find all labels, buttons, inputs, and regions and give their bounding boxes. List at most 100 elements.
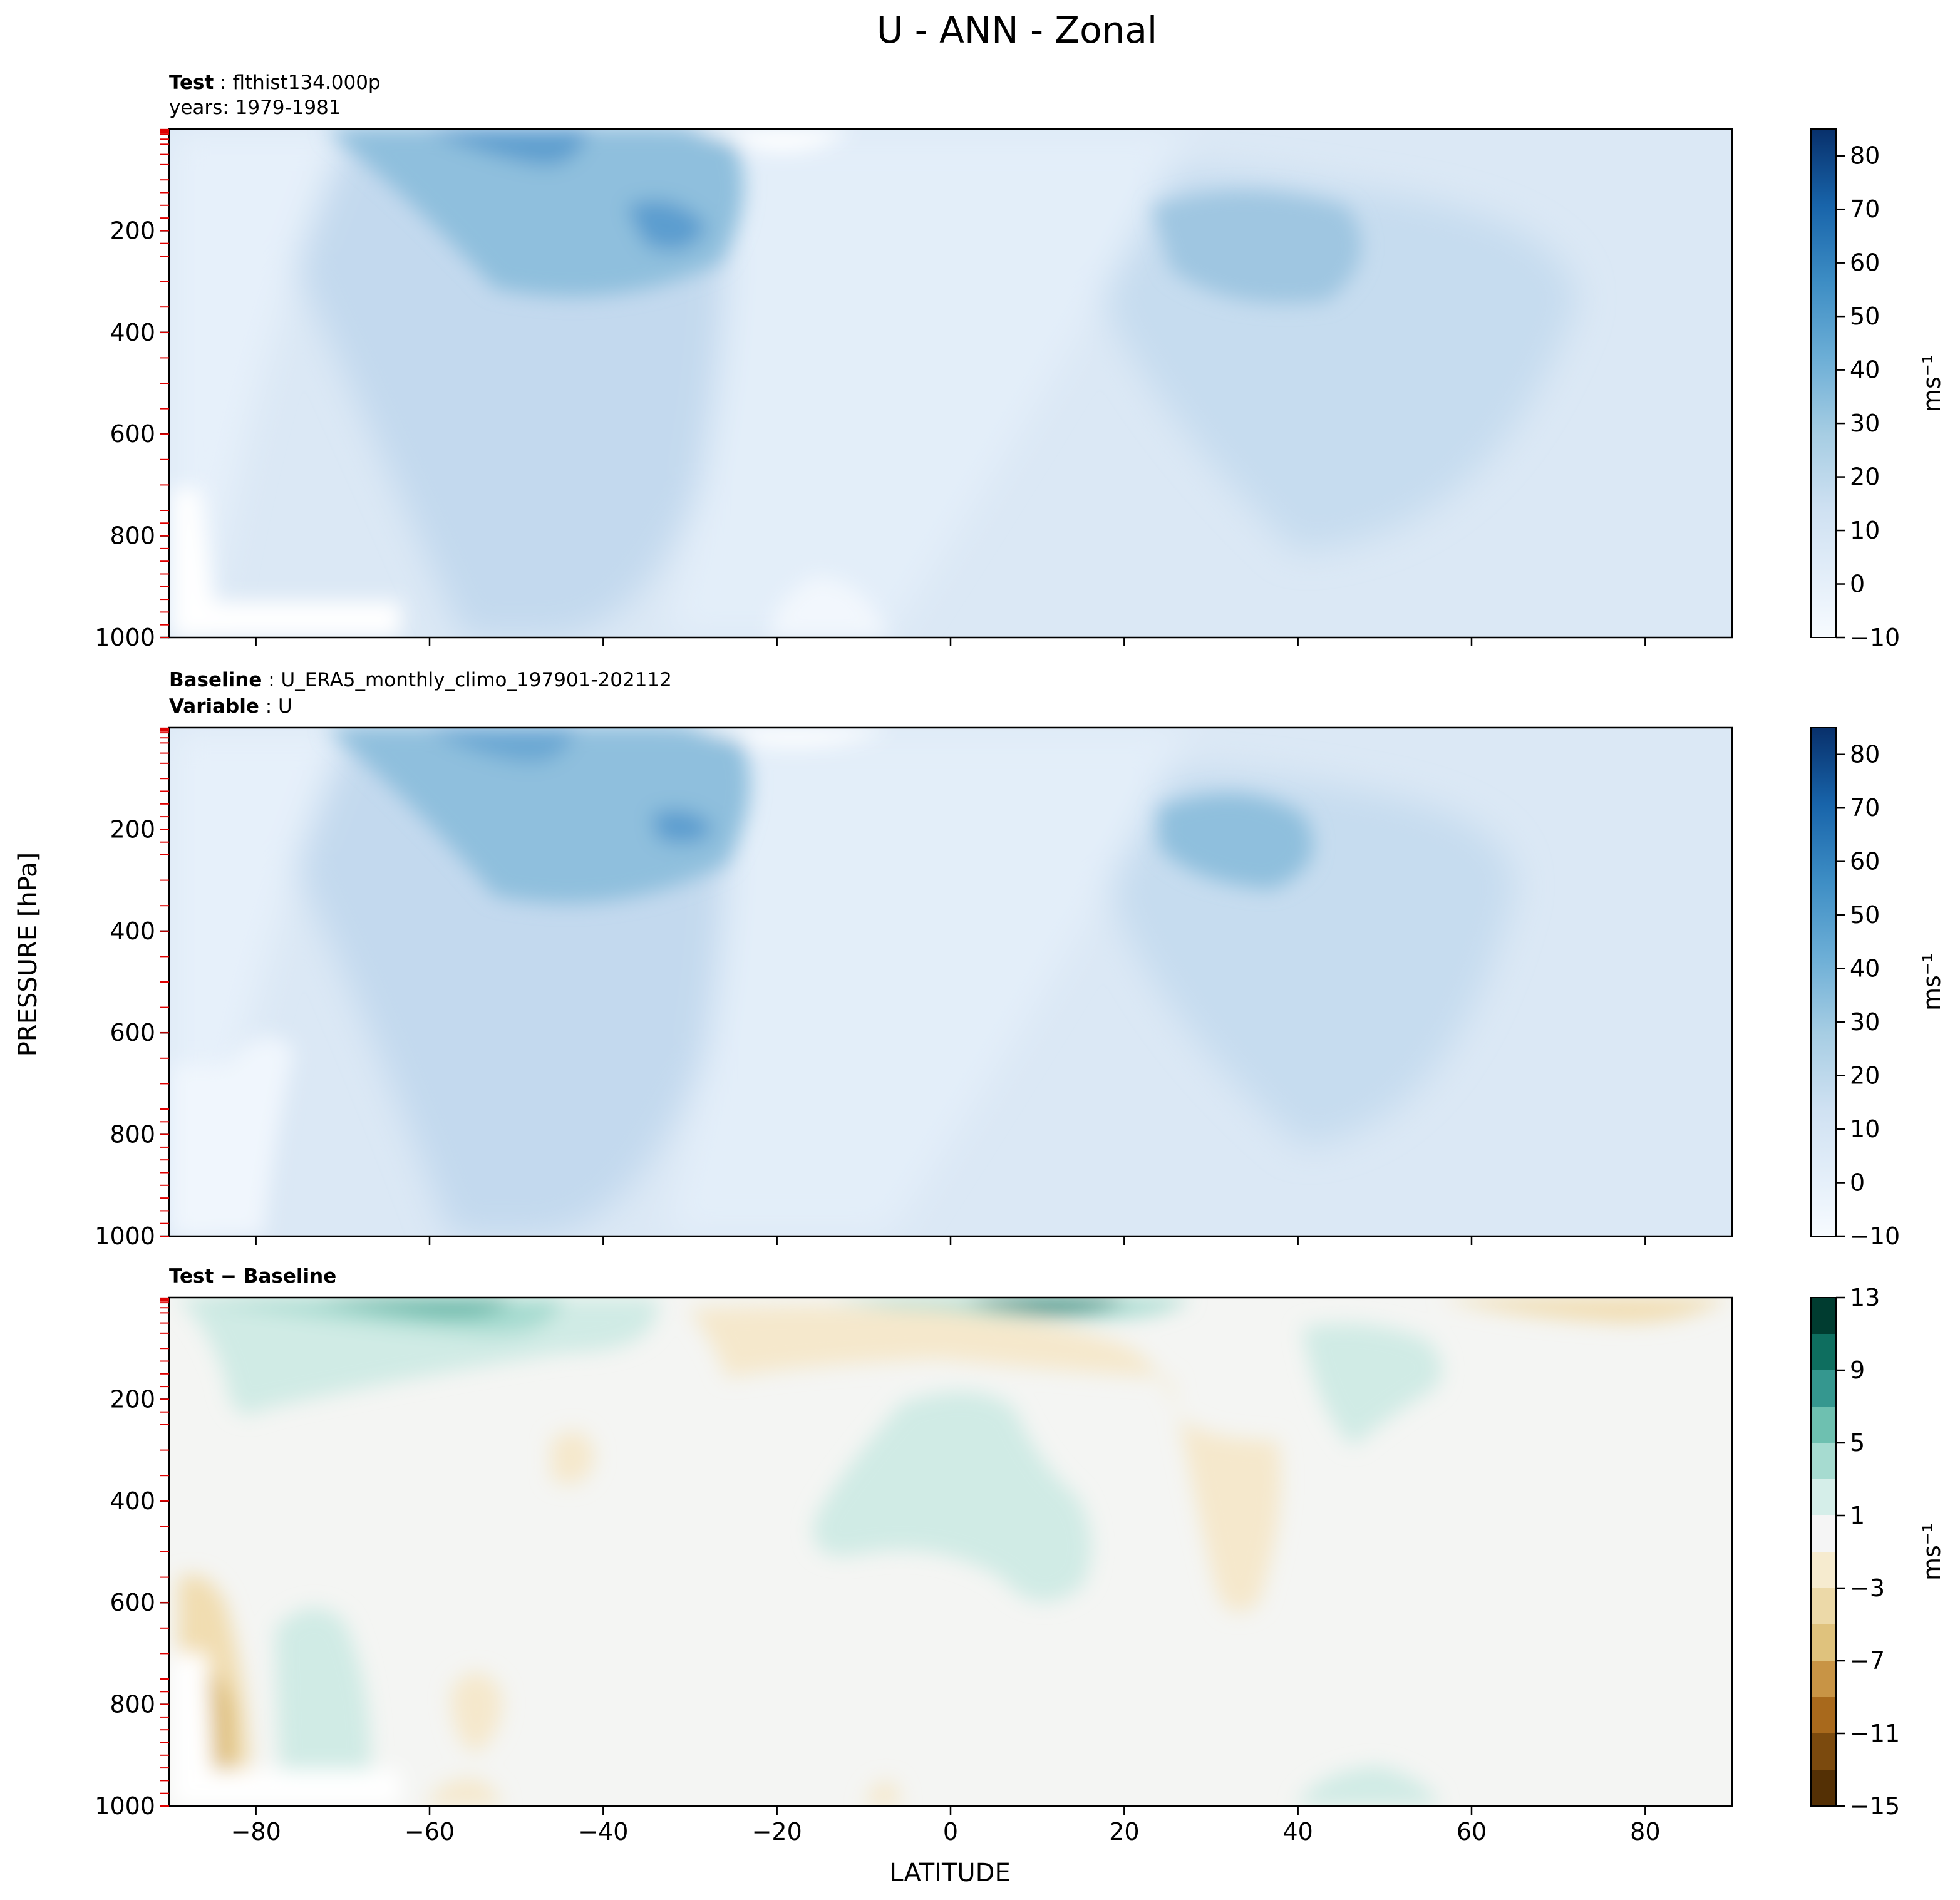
test-meta-bold: Test — [169, 71, 214, 94]
baseline-variable-sep: : — [259, 695, 278, 718]
colorbar-tick-label: −15 — [1850, 1792, 1900, 1820]
difference-colorbar-blocks — [1811, 1298, 1836, 1806]
y-tick-label: 1000 — [95, 1222, 155, 1250]
x-tick-label: −40 — [578, 1818, 628, 1846]
colorbar-level-block — [1811, 1552, 1836, 1588]
test-colorbar-fill — [1811, 129, 1836, 638]
baseline-variable-bold: Variable — [169, 695, 259, 718]
test-colorbar-label: ms⁻¹ — [1918, 354, 1946, 412]
difference-colorbar-label: ms⁻¹ — [1918, 1523, 1946, 1581]
difference-level-marks — [160, 1297, 169, 1807]
y-tick-label: 800 — [110, 1691, 155, 1718]
colorbar-tick-label: −7 — [1850, 1647, 1885, 1675]
colorbar-tick-label: 20 — [1850, 463, 1880, 491]
x-axis-label: LATITUDE — [889, 1859, 1010, 1887]
baseline-meta-sep: : — [262, 669, 281, 691]
difference-field — [169, 1298, 1732, 1806]
colorbar-tick-label: −3 — [1850, 1574, 1885, 1602]
y-tick-label: 400 — [110, 1487, 155, 1515]
baseline-level-marks — [160, 727, 169, 1237]
difference-colorbar-ticks: −15 −11 −7 −3 1 5 9 13 — [1836, 1284, 1900, 1820]
baseline-meta-bold: Baseline — [169, 669, 262, 691]
colorbar-tick-label: 0 — [1850, 571, 1865, 598]
y-tick-label: 1000 — [95, 1792, 155, 1820]
test-colorbar-ticks: −10 0 10 20 30 40 50 60 70 80 — [1836, 142, 1900, 651]
colorbar-tick-label: 5 — [1850, 1429, 1865, 1457]
colorbar-tick-label: 30 — [1850, 410, 1880, 437]
colorbar-tick-label: 40 — [1850, 955, 1880, 983]
baseline-field — [169, 728, 1732, 1236]
baseline-colorbar-ticks: −10 0 10 20 30 40 50 60 70 80 — [1836, 741, 1900, 1250]
y-tick-label: 200 — [110, 217, 155, 244]
colorbar-level-block — [1811, 1624, 1836, 1661]
test-field — [169, 129, 1732, 638]
colorbar-tick-label: 70 — [1850, 794, 1880, 822]
y-tick-label: 1000 — [95, 624, 155, 651]
difference-colorbar: −15 −11 −7 −3 1 5 9 13 ms⁻¹ — [1810, 1284, 1946, 1820]
baseline-colorbar-label: ms⁻¹ — [1918, 953, 1946, 1011]
colorbar-tick-label: 20 — [1850, 1062, 1880, 1090]
colorbar-level-block — [1811, 1334, 1836, 1370]
colorbar-tick-label: −10 — [1850, 624, 1900, 651]
colorbar-tick-label: 50 — [1850, 302, 1880, 330]
x-tick-label: −20 — [752, 1818, 802, 1846]
test-meta-years: years: 1979-1981 — [169, 96, 341, 119]
test-meta-value: flthist134.000p — [232, 71, 380, 94]
difference-meta-label: Test − Baseline — [169, 1265, 336, 1288]
y-tick-label: 200 — [110, 815, 155, 843]
colorbar-level-block — [1811, 1479, 1836, 1515]
test-x-ticks — [255, 638, 1646, 646]
y-tick-label: 400 — [110, 917, 155, 945]
colorbar-level-block — [1811, 1661, 1836, 1697]
panel-baseline: Baseline : U_ERA5_monthly_climo_197901-2… — [95, 669, 1946, 1250]
colorbar-tick-label: 40 — [1850, 356, 1880, 384]
panel-test: Test : flthist134.000p years: 1979-1981 — [95, 71, 1946, 651]
colorbar-level-block — [1811, 1697, 1836, 1733]
baseline-meta-value: U_ERA5_monthly_climo_197901-202112 — [281, 669, 672, 691]
colorbar-level-block — [1811, 1407, 1836, 1443]
colorbar-level-block — [1811, 1443, 1836, 1479]
panel-difference: Test − Baseline — [95, 1265, 1946, 1846]
test-meta-sep: : — [214, 71, 232, 94]
y-tick-label: 400 — [110, 319, 155, 346]
baseline-y-axis: 200 400 600 800 1000 — [95, 815, 169, 1250]
x-tick-label: 80 — [1630, 1818, 1660, 1846]
y-tick-label: 200 — [110, 1385, 155, 1413]
difference-x-axis: −80 −60 −40 −20 0 20 40 60 80 — [231, 1806, 1661, 1846]
test-level-marks — [160, 128, 169, 638]
y-tick-label: 800 — [110, 1121, 155, 1149]
x-tick-label: 20 — [1109, 1818, 1139, 1846]
colorbar-tick-label: 30 — [1850, 1008, 1880, 1036]
y-tick-label: 600 — [110, 420, 155, 448]
colorbar-tick-label: 9 — [1850, 1356, 1865, 1384]
colorbar-tick-label: −11 — [1850, 1720, 1900, 1747]
colorbar-level-block — [1811, 1588, 1836, 1624]
baseline-x-ticks — [255, 1236, 1646, 1245]
y-tick-label: 600 — [110, 1589, 155, 1616]
colorbar-tick-label: 80 — [1850, 741, 1880, 768]
colorbar-tick-label: 60 — [1850, 848, 1880, 875]
colorbar-tick-label: 13 — [1850, 1284, 1880, 1311]
colorbar-tick-label: 80 — [1850, 142, 1880, 170]
test-colorbar: −10 0 10 20 30 40 50 60 70 80 ms⁻¹ — [1810, 128, 1946, 651]
x-tick-label: 40 — [1282, 1818, 1313, 1846]
x-tick-label: −80 — [231, 1818, 281, 1846]
y-tick-label: 800 — [110, 522, 155, 550]
x-tick-label: 60 — [1457, 1818, 1487, 1846]
baseline-meta-variable: Variable : U — [169, 695, 292, 718]
colorbar-tick-label: 50 — [1850, 901, 1880, 929]
baseline-meta-label: Baseline : U_ERA5_monthly_climo_197901-2… — [169, 669, 672, 691]
y-tick-label: 600 — [110, 1019, 155, 1046]
figure-title: U - ANN - Zonal — [877, 9, 1157, 51]
baseline-variable-value: U — [278, 695, 292, 718]
colorbar-tick-label: 0 — [1850, 1169, 1865, 1197]
colorbar-level-block — [1811, 1515, 1836, 1552]
x-tick-label: −60 — [405, 1818, 455, 1846]
baseline-colorbar-fill — [1811, 728, 1836, 1236]
test-meta-label: Test : flthist134.000p — [169, 71, 381, 94]
colorbar-tick-label: 70 — [1850, 195, 1880, 223]
y-axis-label: PRESSURE [hPa] — [14, 852, 43, 1056]
colorbar-tick-label: −10 — [1850, 1222, 1900, 1250]
colorbar-tick-label: 10 — [1850, 1115, 1880, 1143]
